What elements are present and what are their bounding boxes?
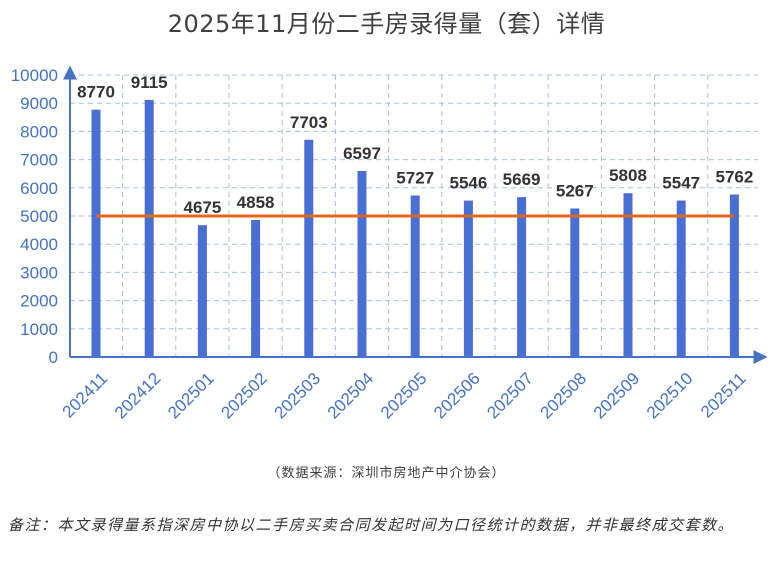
data-label: 6597 bbox=[343, 144, 381, 163]
data-label: 9115 bbox=[131, 73, 168, 92]
x-tick-label: 202509 bbox=[590, 369, 644, 423]
y-tick-label: 7000 bbox=[20, 151, 58, 170]
bar bbox=[357, 170, 367, 357]
bar bbox=[144, 99, 154, 357]
bar bbox=[251, 220, 261, 357]
y-tick-label: 3000 bbox=[20, 263, 58, 282]
data-source: （数据来源：深圳市房地产中介协会） bbox=[267, 466, 506, 481]
y-tick-label: 8000 bbox=[20, 122, 58, 141]
y-tick-label: 5000 bbox=[20, 207, 58, 226]
bar bbox=[197, 225, 207, 357]
data-label: 8770 bbox=[77, 83, 115, 102]
data-labels: 8770 9115 4675 4858 7703 6597 5727 5546 5669 5267… bbox=[77, 73, 753, 217]
bars bbox=[91, 99, 739, 357]
footnote: 备注：本文录得量系指深房中协以二手房买卖合同发起时间为口径统计的数据，并非最终成… bbox=[8, 516, 735, 534]
data-label: 4858 bbox=[237, 193, 275, 212]
x-tick-label: 202511 bbox=[697, 369, 750, 422]
y-tick-label: 2000 bbox=[20, 292, 58, 311]
bar bbox=[91, 109, 101, 357]
x-tick-label: 202411 bbox=[59, 369, 112, 422]
x-tick-label: 202504 bbox=[324, 369, 378, 423]
bar bbox=[623, 193, 633, 357]
x-tick-label: 202505 bbox=[377, 369, 431, 423]
x-tick-label: 202412 bbox=[111, 369, 165, 423]
x-tick-label: 202507 bbox=[483, 369, 537, 423]
x-tick-label: 202502 bbox=[217, 369, 271, 423]
data-label: 5267 bbox=[556, 181, 594, 200]
bar bbox=[410, 195, 420, 357]
bar bbox=[676, 200, 686, 357]
data-label: 5727 bbox=[396, 168, 434, 187]
data-label: 5762 bbox=[715, 168, 753, 187]
y-tick-label: 10000 bbox=[11, 66, 58, 85]
x-tick-label: 202506 bbox=[430, 369, 484, 423]
data-label: 4675 bbox=[183, 198, 221, 217]
y-tick-label: 9000 bbox=[20, 94, 58, 113]
bar bbox=[517, 197, 527, 357]
x-tick-label: 202510 bbox=[643, 369, 697, 423]
x-tick-label: 202501 bbox=[164, 369, 218, 423]
data-label: 5546 bbox=[449, 174, 487, 193]
y-tick-label: 6000 bbox=[20, 179, 58, 198]
data-label: 5669 bbox=[503, 170, 541, 189]
bar bbox=[570, 208, 580, 357]
y-tick-label: 4000 bbox=[20, 235, 58, 254]
y-tick-label: 0 bbox=[49, 348, 58, 367]
bar-chart: 0 1000 2000 3000 4000 5000 6000 7000 8000 9000 100… bbox=[11, 65, 768, 423]
x-tick-label: 202503 bbox=[271, 369, 325, 423]
chart-title: 2025年11月份二手房录得量（套）详情 bbox=[167, 10, 606, 38]
data-label: 7703 bbox=[290, 113, 328, 132]
x-tick-label: 202508 bbox=[537, 369, 591, 423]
bar bbox=[463, 200, 473, 357]
bar bbox=[304, 139, 314, 357]
bar bbox=[729, 194, 739, 357]
y-tick-label: 1000 bbox=[20, 320, 58, 339]
data-label: 5547 bbox=[662, 174, 700, 193]
data-label: 5808 bbox=[609, 166, 647, 185]
